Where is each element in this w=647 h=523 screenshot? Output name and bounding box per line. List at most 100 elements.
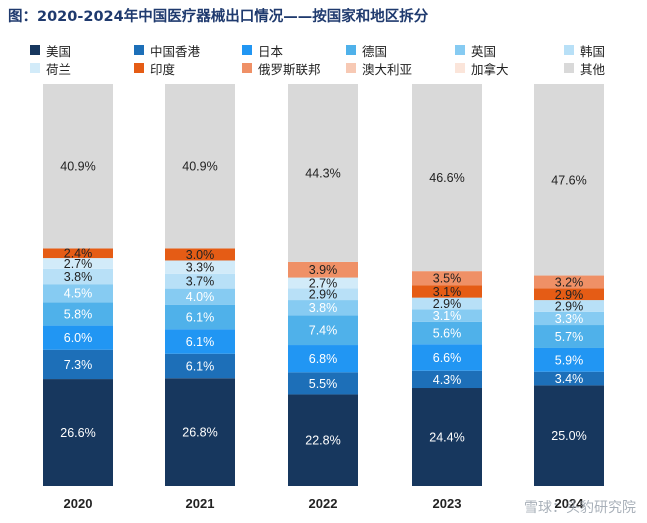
bar-segment (165, 378, 235, 486)
data-label: 25.0% (551, 429, 586, 443)
bar-segment (534, 311, 604, 326)
data-label: 2.9% (555, 299, 584, 313)
legend-label: 英国 (471, 43, 497, 59)
bar-segment (534, 288, 604, 301)
data-label: 3.8% (64, 270, 93, 284)
legend-label: 德国 (362, 43, 388, 59)
bar-segment (43, 268, 113, 285)
legend-swatch (564, 63, 574, 73)
chart-legend: 美国 中国香港 日本 德国 英国 韩国荷兰 印度 俄罗斯联邦 澳大利亚 加拿大 其他 (0, 0, 647, 80)
bar-segment (288, 394, 358, 486)
x-tick-label: 2021 (186, 496, 215, 511)
bar-segment (165, 353, 235, 379)
bar-segment (165, 260, 235, 274)
bar-segment (412, 84, 482, 272)
data-label: 24.4% (429, 431, 464, 445)
legend-item: 英国 (455, 43, 497, 59)
data-label: 7.3% (64, 358, 93, 372)
bar-segment (43, 248, 113, 259)
legend-label: 中国香港 (150, 43, 201, 59)
legend-item: 其他 (564, 61, 606, 77)
bar-segment (412, 297, 482, 310)
data-label: 5.6% (433, 326, 462, 340)
x-tick-label: 2020 (64, 496, 93, 511)
legend-item: 加拿大 (455, 61, 509, 77)
legend-label: 韩国 (580, 43, 606, 59)
data-label: 2.9% (309, 288, 338, 302)
data-label: 6.6% (433, 351, 462, 365)
bar-segment (412, 271, 482, 286)
legend-label: 澳大利亚 (362, 61, 413, 77)
data-label: 26.6% (60, 426, 95, 440)
bar-segment (412, 388, 482, 486)
legend-label: 日本 (258, 43, 284, 59)
x-tick-label: 2023 (433, 496, 462, 511)
bar-segment (288, 261, 358, 278)
data-label: 26.8% (182, 426, 217, 440)
bar-segment (165, 273, 235, 289)
data-label: 44.3% (305, 166, 340, 180)
data-label: 6.1% (186, 360, 215, 374)
data-label: 2.9% (555, 288, 584, 302)
data-label: 4.5% (64, 287, 93, 301)
data-label: 40.9% (60, 160, 95, 174)
data-label: 3.1% (433, 309, 462, 323)
bar-segment (534, 300, 604, 312)
legend-item: 德国 (346, 43, 388, 59)
chart-title: 图：2020-2024年中国医疗器械出口情况——按国家和地区拆分 (8, 9, 429, 25)
bar-segment (165, 248, 235, 261)
data-label: 2.7% (64, 257, 93, 271)
data-label: 7.4% (309, 324, 338, 338)
bar-segment (288, 300, 358, 316)
bar-segment (412, 285, 482, 298)
legend-swatch (346, 63, 356, 73)
bar-segment (412, 370, 482, 389)
data-label: 5.9% (555, 353, 584, 367)
bar-segment (43, 325, 113, 350)
data-label: 2.7% (309, 276, 338, 290)
bar-segment (534, 84, 604, 276)
data-label: 2.9% (433, 297, 462, 311)
bar-segment (165, 84, 235, 249)
legend-swatch (134, 45, 144, 55)
legend-item: 日本 (242, 43, 284, 59)
legend-swatch (346, 45, 356, 55)
legend-item: 俄罗斯联邦 (242, 61, 321, 77)
legend-label: 荷兰 (46, 61, 72, 77)
legend-label: 俄罗斯联邦 (258, 61, 321, 77)
bar-segment (534, 371, 604, 386)
bar-segment (534, 347, 604, 372)
bar-segment (288, 84, 358, 262)
bar-segment (534, 325, 604, 348)
bar-segment (288, 372, 358, 395)
legend-swatch (30, 45, 40, 55)
legend-swatch (30, 63, 40, 73)
data-label: 2.4% (64, 247, 93, 261)
bar-segment (288, 315, 358, 346)
legend-swatch (134, 63, 144, 73)
data-label: 6.1% (186, 335, 215, 349)
legend-label: 其他 (580, 61, 606, 77)
bar-segment (534, 385, 604, 486)
legend-item: 荷兰 (30, 61, 72, 77)
legend-item: 澳大利亚 (346, 61, 413, 77)
data-label: 3.2% (555, 275, 584, 289)
bar-segment (165, 329, 235, 354)
x-tick-label: 2024 (555, 496, 585, 511)
legend-item: 印度 (134, 61, 176, 77)
bar-segment (534, 275, 604, 289)
data-label: 3.3% (555, 312, 584, 326)
bar-segment (412, 321, 482, 345)
data-label: 3.4% (555, 372, 584, 386)
legend-label: 印度 (150, 61, 176, 77)
data-label: 4.0% (186, 290, 215, 304)
data-label: 6.8% (309, 352, 338, 366)
legend-label: 美国 (46, 43, 72, 59)
bar-segment (43, 258, 113, 269)
bar-segment (412, 309, 482, 322)
bar-segment (43, 284, 113, 303)
legend-swatch (564, 45, 574, 55)
bar-segment (412, 344, 482, 371)
legend-item: 韩国 (564, 43, 606, 59)
bar-segment (288, 288, 358, 301)
